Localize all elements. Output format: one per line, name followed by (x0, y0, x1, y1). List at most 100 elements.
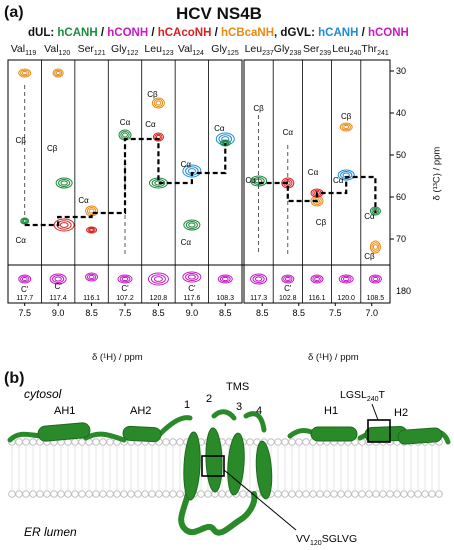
membrane-topology-diagram: cytosol ER lumen TMS AH1 AH2 1 2 3 4 H1 H2 LGSL240T… (7, 381, 451, 547)
peak-contour (155, 100, 162, 106)
co-label: C' (54, 282, 62, 291)
peak-contour (153, 276, 163, 282)
lipid-head (435, 490, 443, 498)
peak-contour (182, 164, 202, 178)
ca-label: Cα (181, 238, 192, 247)
legend-part: hCBcaNH (220, 27, 275, 39)
lipid-head (71, 438, 79, 446)
lipid-head (120, 490, 128, 498)
ca-label: Cα (333, 176, 344, 185)
y-tick-label: 180 (396, 286, 411, 296)
lipid-head (155, 490, 163, 498)
lipid-head (113, 490, 121, 498)
helix-body (255, 440, 273, 500)
lipid-head (358, 490, 366, 498)
peak-contour (55, 70, 61, 76)
co-label: C' (284, 284, 292, 293)
residue-header: Val124 (177, 43, 204, 58)
peak-contour (86, 273, 97, 281)
peak-contour (119, 275, 131, 283)
lipid-head (218, 490, 226, 498)
residue-header: Val120 (44, 43, 71, 58)
panel-b-label: (b) (4, 370, 25, 387)
helix-h2b (397, 427, 443, 445)
lumenal-loop (178, 491, 258, 536)
helix-h1 (310, 426, 358, 442)
peak-contour (343, 124, 350, 130)
peak-contour (18, 274, 32, 284)
lipid-head (141, 490, 149, 498)
residue-header: Leu237 (244, 43, 274, 58)
motif-bottom-label: VV120SGLVG (296, 533, 357, 547)
n-shift-label: 108.3 (217, 295, 235, 302)
peak-contour (337, 169, 355, 181)
label-tm3: 3 (236, 401, 242, 413)
cb-label: Cβ (47, 144, 58, 153)
ca-label: Cα (283, 128, 294, 137)
lipid-head (99, 438, 107, 446)
x-tick-label: 8.5 (85, 308, 98, 318)
peak-contour (185, 221, 198, 229)
peak-contour (87, 227, 96, 233)
co-label: C' (21, 285, 29, 294)
lipid-head (22, 438, 30, 446)
peak-contour (312, 275, 322, 283)
n-shift-label: 107.2 (116, 295, 134, 302)
peak-contour (153, 99, 164, 107)
peak-contour (22, 219, 27, 223)
lipid-head (162, 438, 170, 446)
peak-contour (219, 139, 231, 147)
peak-contour (250, 273, 268, 285)
n-shift-label: 116.1 (83, 295, 100, 302)
peak-contour (254, 276, 263, 282)
lipid-head (393, 490, 401, 498)
peak-contour (59, 222, 69, 228)
peak-contour (219, 275, 231, 283)
lipid-head (267, 438, 275, 446)
sequential-walk-right (258, 175, 377, 213)
lipid-head (134, 490, 142, 498)
y-tick-label: 30 (396, 66, 406, 76)
x-tick-label: 7.5 (18, 308, 31, 318)
motif-top-tail: T (379, 389, 386, 401)
peak-contour (49, 273, 67, 285)
lipid-head (337, 490, 345, 498)
peak-contour (369, 240, 381, 254)
residue-header: Gly238 (273, 43, 302, 58)
peak-contour (182, 271, 202, 283)
peak-contour (18, 68, 32, 78)
motif-top-main: LGSL (340, 389, 367, 401)
ca-label: Cα (245, 176, 256, 185)
peak-contour (122, 132, 128, 138)
peak-contour (86, 207, 97, 215)
lipid-head (400, 490, 408, 498)
peak-contour (53, 218, 75, 232)
tm-helix-2 (205, 427, 223, 493)
lipid-head (15, 490, 23, 498)
lipid-head (176, 490, 184, 498)
peak-contour (121, 276, 129, 282)
y-axis-label: δ (¹³C) / ppm (431, 146, 443, 201)
lipid-head (302, 438, 310, 446)
tm-helix-1 (183, 431, 201, 501)
helix-body (183, 431, 201, 501)
cb-label: Cβ (316, 218, 327, 227)
lipid-head (288, 490, 296, 498)
peak-contour (283, 275, 293, 283)
lipid-head (127, 490, 135, 498)
helix-ah2 (122, 425, 162, 443)
legend-part: / (148, 27, 158, 39)
lipid-head (330, 490, 338, 498)
peak-contour (21, 218, 29, 224)
lipid-head (281, 490, 289, 498)
lipid-head (351, 490, 359, 498)
lipid-head (162, 490, 170, 498)
x-axis-label-right: δ (¹H) / ppm (308, 352, 359, 363)
lipid-head (57, 490, 65, 498)
lipid-head (316, 490, 324, 498)
n-shift-label: 117.7 (16, 295, 33, 302)
lipid-head (43, 490, 51, 498)
x-tick-label: 8.5 (219, 308, 232, 318)
cb-label: Cβ (16, 136, 27, 145)
lipid-head (64, 490, 72, 498)
